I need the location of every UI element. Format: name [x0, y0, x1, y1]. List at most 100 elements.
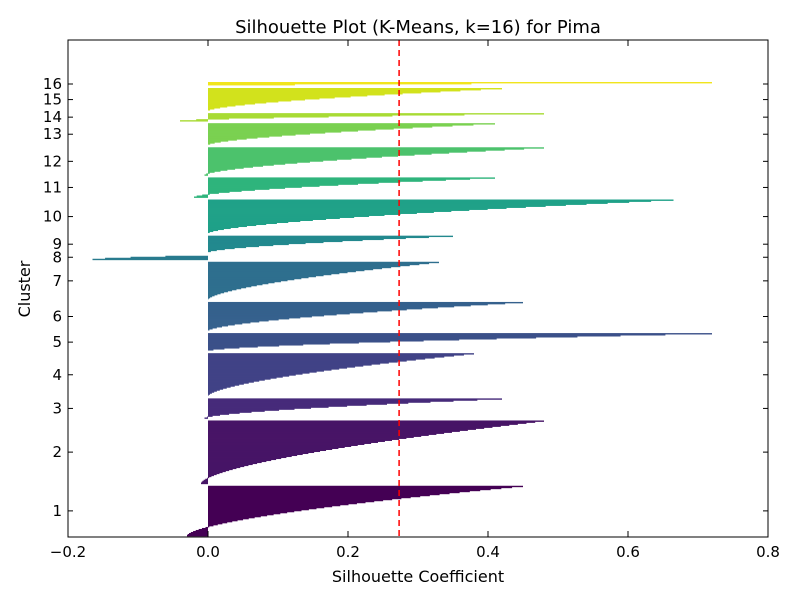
silhouette-sample-bar: [208, 403, 388, 405]
silhouette-sample-bar: [208, 223, 267, 226]
silhouette-sample-bar: [208, 210, 452, 212]
silhouette-sample-bar: [208, 346, 258, 348]
silhouette-sample-bar: [208, 221, 289, 224]
silhouette-sample-bar: [208, 270, 356, 273]
y-tick-label: 13: [43, 125, 62, 143]
silhouette-sample-bar: [208, 192, 219, 194]
silhouette-sample-bar: [208, 277, 302, 280]
silhouette-sample-bar: [208, 200, 652, 202]
silhouette-sample-bar: [208, 172, 210, 174]
silhouette-sample-bar: [208, 385, 235, 387]
silhouette-sample-bar: [208, 408, 295, 410]
silhouette-sample-bar: [208, 155, 398, 157]
cluster-3-band: [204, 398, 502, 419]
y-tick-label: 11: [43, 178, 62, 196]
silhouette-sample-bar: [208, 99, 305, 101]
silhouette-sample-bar: [208, 344, 304, 346]
silhouette-sample-bar: [208, 101, 279, 103]
silhouette-sample-bar: [208, 379, 265, 381]
silhouette-sample-bar: [165, 255, 208, 258]
silhouette-sample-bar: [208, 237, 406, 240]
silhouette-sample-bar: [208, 243, 289, 246]
silhouette-sample-bar: [208, 374, 296, 376]
silhouette-sample-bar: [208, 375, 290, 377]
silhouette-sample-bar: [208, 291, 225, 294]
silhouette-sample-bar: [208, 203, 587, 205]
silhouette-sample-bar: [201, 527, 208, 530]
silhouette-sample-bar: [208, 278, 295, 281]
silhouette-sample-bar: [208, 181, 401, 183]
silhouette-sample-bar: [208, 295, 213, 298]
silhouette-sample-bar: [208, 415, 213, 417]
silhouette-sample-bar: [208, 106, 228, 108]
silhouette-sample-bar: [208, 516, 255, 519]
silhouette-sample-bar: [208, 493, 440, 496]
silhouette-sample-bar: [208, 152, 450, 154]
silhouette-sample-bar: [208, 297, 209, 300]
silhouette-sample-bar: [208, 109, 211, 111]
silhouette-sample-bar: [208, 488, 491, 491]
silhouette-sample-bar: [189, 532, 208, 535]
silhouette-sample-bar: [208, 474, 214, 477]
silhouette-sample-bar: [206, 173, 208, 175]
silhouette-sample-bar: [208, 204, 566, 206]
silhouette-sample-bar: [208, 159, 338, 161]
silhouette-sample-bar: [208, 519, 238, 522]
silhouette-sample-bar: [208, 318, 290, 320]
silhouette-sample-bar: [208, 524, 214, 527]
silhouette-sample-bar: [208, 249, 217, 252]
silhouette-sample-bar: [208, 512, 281, 515]
silhouette-sample-bar: [208, 495, 421, 498]
silhouette-sample-bar: [204, 174, 208, 176]
silhouette-sample-bar: [208, 443, 365, 445]
silhouette-sample-bar: [208, 225, 247, 228]
silhouette-sample-bar: [208, 326, 223, 328]
silhouette-sample-bar: [208, 380, 260, 382]
silhouette-sample-bar: [208, 355, 455, 357]
silhouette-sample-bar: [208, 310, 378, 313]
silhouette-sample-bar: [190, 531, 208, 534]
silhouette-sample-bar: [208, 261, 439, 264]
silhouette-sample-bar: [208, 102, 267, 104]
silhouette-sample-bar: [208, 376, 283, 378]
silhouette-sample-bar: [208, 442, 372, 444]
silhouette-sample-bar: [208, 343, 330, 345]
silhouette-sample-bar: [208, 266, 392, 269]
silhouette-sample-bar: [105, 257, 208, 260]
silhouette-sample-bar: [208, 497, 402, 500]
silhouette-sample-bar: [208, 463, 253, 466]
silhouette-sample-bar: [208, 92, 422, 94]
silhouette-sample-bar: [202, 480, 208, 483]
silhouette-sample-bar: [208, 83, 472, 85]
cluster-16-band: [208, 82, 712, 87]
silhouette-sample-bar: [180, 120, 208, 122]
silhouette-sample-bar: [208, 240, 343, 243]
silhouette-sample-bar: [208, 341, 391, 343]
cluster-5-band: [208, 333, 712, 352]
silhouette-sample-bar: [208, 445, 352, 447]
silhouette-sample-bar: [208, 496, 411, 499]
silhouette-sample-bar: [208, 502, 357, 505]
silhouette-sample-bar: [208, 158, 352, 160]
silhouette-sample-bar: [201, 481, 208, 484]
y-tick-label: 7: [52, 272, 62, 290]
silhouette-sample-bar: [208, 465, 245, 468]
silhouette-sample-bar: [208, 435, 422, 437]
silhouette-sample-bar: [208, 207, 507, 209]
silhouette-sample-bar: [208, 168, 236, 170]
x-tick-label: 0.2: [336, 543, 360, 561]
silhouette-sample-bar: [208, 184, 339, 186]
silhouette-sample-bar: [208, 187, 286, 189]
silhouette-sample-bar: [208, 328, 213, 330]
silhouette-sample-bar: [208, 280, 281, 283]
silhouette-sample-bar: [208, 134, 296, 136]
silhouette-sample-bar: [208, 387, 227, 389]
silhouette-sample-bar: [208, 304, 471, 307]
silhouette-sample-bar: [208, 439, 392, 441]
silhouette-sample-bar: [208, 126, 433, 128]
cluster-6-band: [208, 301, 523, 332]
y-tick-label: 12: [43, 152, 62, 170]
silhouette-sample-bar: [208, 311, 364, 314]
silhouette-sample-bar: [208, 274, 324, 277]
